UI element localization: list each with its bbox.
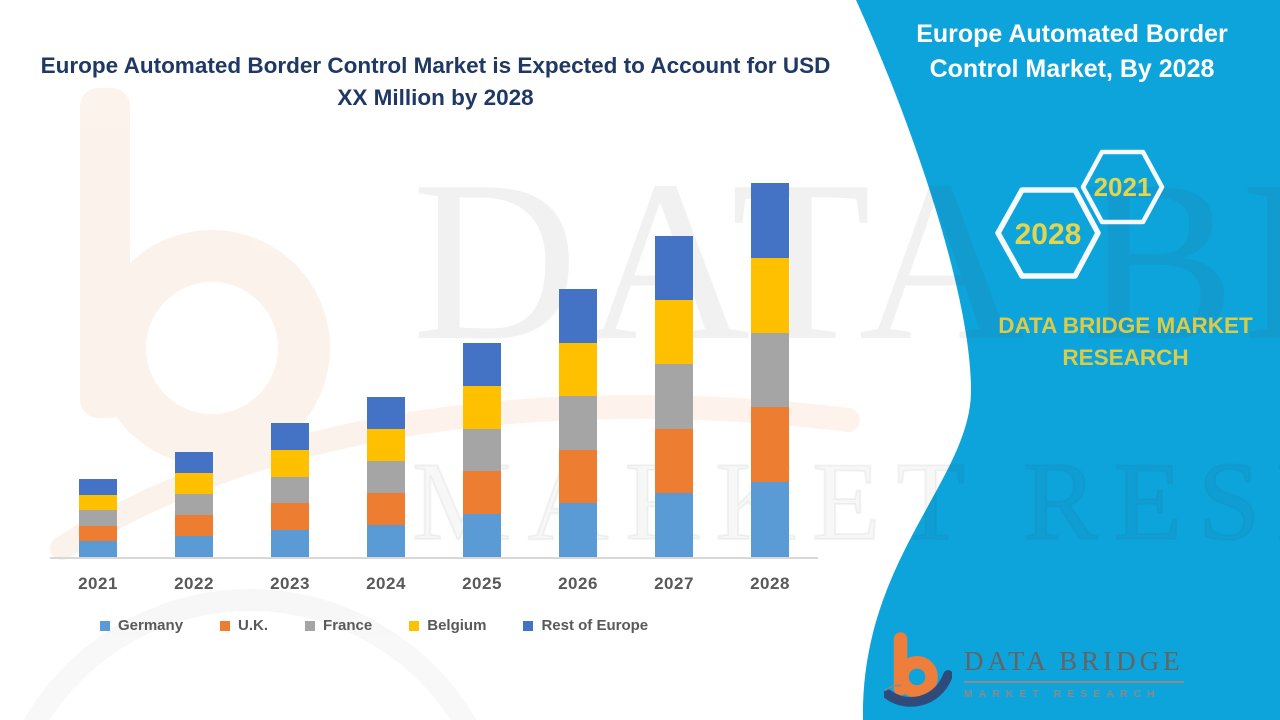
legend-label: Rest of Europe <box>541 617 649 634</box>
bar-segment-2021-germany <box>79 541 117 557</box>
bar-segment-2023-france <box>271 476 309 504</box>
bar-segment-2021-rest-of-europe <box>79 479 117 495</box>
watermark-orbit-arc <box>23 589 477 720</box>
bar-segment-2028-rest-of-europe <box>751 183 789 258</box>
x-axis-label-2028: 2028 <box>750 574 790 593</box>
legend-swatch <box>523 620 534 631</box>
bar-segment-2021-u-k- <box>79 525 117 542</box>
stacked-bar-2026 <box>559 289 597 557</box>
bar-segment-2024-belgium <box>367 429 405 461</box>
x-axis-label-2027: 2027 <box>654 574 694 593</box>
data-bridge-logo-icon <box>884 632 952 707</box>
bar-segment-2027-germany <box>655 492 693 557</box>
bar-segment-2028-u-k- <box>751 407 789 483</box>
bar-segment-2023-u-k- <box>271 503 309 531</box>
bar-segment-2022-rest-of-europe <box>175 452 213 473</box>
bar-segment-2028-belgium <box>751 257 789 333</box>
stacked-bar-2022 <box>175 452 213 557</box>
side-panel-heading: Europe Automated Border Control Market, … <box>916 20 1228 83</box>
legend-item-u-k-: U.K. <box>220 617 268 634</box>
legend-item-germany: Germany <box>100 617 183 634</box>
legend-label: France <box>323 617 373 634</box>
hexagon-2028-label: 2028 <box>1015 218 1082 251</box>
bar-segment-2024-france <box>367 461 405 493</box>
bar-segment-2025-germany <box>463 514 501 557</box>
bar-segment-2022-germany <box>175 536 213 557</box>
bar-segment-2024-rest-of-europe <box>367 397 405 429</box>
bar-segment-2021-france <box>79 510 117 526</box>
legend-swatch <box>220 620 231 631</box>
legend-label: Germany <box>118 617 184 634</box>
x-axis-label-2022: 2022 <box>174 574 214 593</box>
brand-text: DATA BRIDGE MARKET RESEARCH <box>998 313 1253 370</box>
bar-segment-2024-u-k- <box>367 493 405 525</box>
x-axis-line <box>50 557 818 559</box>
x-axis-label-2023: 2023 <box>270 574 310 593</box>
hexagon-2021: 2021 <box>1080 149 1165 225</box>
x-axis-label-2021: 2021 <box>78 574 118 593</box>
data-bridge-logo: DATA BRIDGE MARKET RESEARCH <box>884 632 1184 714</box>
bar-segment-2028-germany <box>751 482 789 557</box>
legend-item-france: France <box>305 617 372 634</box>
stacked-bar-2024 <box>367 397 405 557</box>
logo-name: DATA BRIDGE <box>964 646 1184 683</box>
bar-segment-2026-u-k- <box>559 449 597 504</box>
stacked-bar-2023 <box>271 423 309 557</box>
bar-segment-2022-u-k- <box>175 515 213 536</box>
x-axis-label-2025: 2025 <box>462 574 502 593</box>
bar-segment-2023-belgium <box>271 449 309 477</box>
bar-segment-2023-germany <box>271 530 309 557</box>
bar-segment-2024-germany <box>367 525 405 557</box>
chart-legend: Germany U.K. France Belgium Rest of Europe <box>100 617 648 634</box>
x-axis-label-2024: 2024 <box>366 574 406 593</box>
stacked-bar-2025 <box>463 343 501 557</box>
hexagon-2028: 2028 <box>995 187 1101 279</box>
bar-segment-2025-belgium <box>463 385 501 429</box>
hexagon-2021-label: 2021 <box>1094 172 1152 202</box>
stacked-bar-2028 <box>751 183 789 557</box>
legend-item-belgium: Belgium <box>409 617 486 634</box>
legend-item-rest-of-europe: Rest of Europe <box>523 617 648 634</box>
logo-tagline: MARKET RESEARCH <box>964 688 1161 700</box>
legend-label: U.K. <box>238 617 269 634</box>
bar-segment-2027-rest-of-europe <box>655 236 693 301</box>
bar-segment-2027-belgium <box>655 300 693 365</box>
legend-swatch <box>305 620 316 631</box>
bar-segment-2027-u-k- <box>655 428 693 493</box>
bar-segment-2022-france <box>175 494 213 515</box>
bar-segment-2028-france <box>751 332 789 408</box>
stacked-bar-2027 <box>655 236 693 557</box>
bar-segment-2022-belgium <box>175 473 213 494</box>
stacked-bar-2021 <box>79 479 117 557</box>
bar-segment-2025-france <box>463 428 501 472</box>
bar-segment-2025-rest-of-europe <box>463 343 501 386</box>
bar-segment-2021-belgium <box>79 494 117 511</box>
bar-segment-2027-france <box>655 364 693 429</box>
year-hexagons: 2021 2028 <box>995 149 1165 279</box>
watermark-b-bowl <box>94 230 330 466</box>
bar-segment-2026-rest-of-europe <box>559 289 597 343</box>
cyan-band-shape <box>856 0 1280 720</box>
chart-title: Europe Automated Border Control Market i… <box>40 53 831 110</box>
legend-swatch <box>100 620 110 631</box>
bar-segment-2025-u-k- <box>463 471 501 515</box>
legend-swatch <box>409 620 420 631</box>
bar-segment-2026-france <box>559 396 597 450</box>
bar-segment-2026-germany <box>559 503 597 557</box>
bar-segment-2026-belgium <box>559 342 597 397</box>
watermark-swoosh <box>50 394 860 560</box>
logo-text: DATA BRIDGE MARKET RESEARCH <box>964 646 1184 700</box>
legend-label: Belgium <box>427 617 487 634</box>
bar-segment-2023-rest-of-europe <box>271 423 309 450</box>
x-axis-label-2026: 2026 <box>558 574 598 593</box>
